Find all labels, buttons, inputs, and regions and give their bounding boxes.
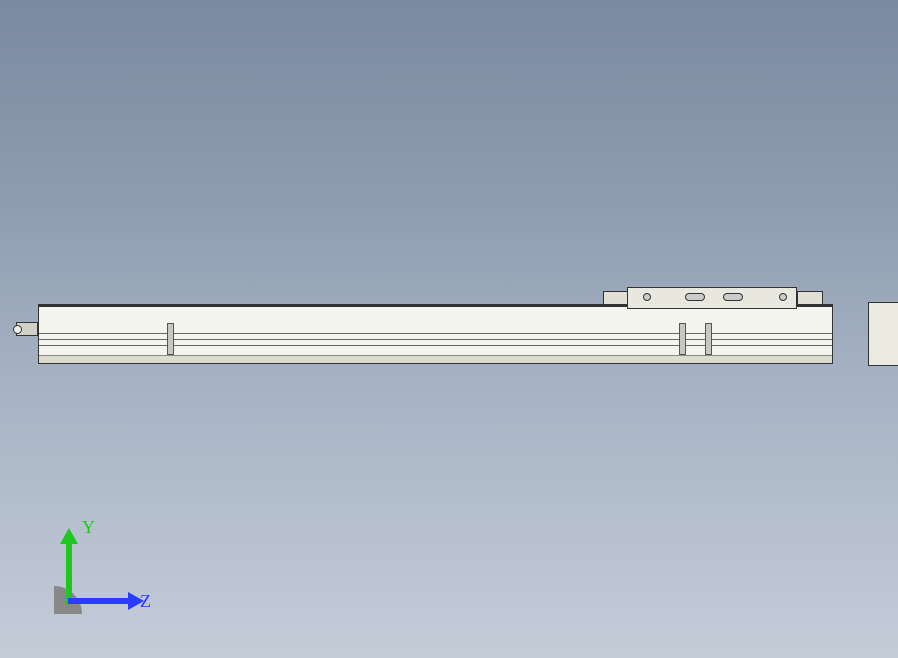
carriage-hole-icon — [779, 293, 787, 301]
carriage-slot-icon — [723, 293, 743, 301]
rail-bracket — [705, 323, 712, 355]
rail-bracket — [167, 323, 174, 355]
carriage-plate — [627, 287, 797, 309]
rail-assembly — [38, 300, 868, 370]
rail-body — [38, 304, 833, 364]
rail-slot — [39, 345, 832, 346]
cad-viewport[interactable]: Y Z — [0, 0, 898, 658]
axis-z-icon — [68, 598, 130, 604]
end-connector-left — [16, 322, 38, 336]
carriage-slot-icon — [685, 293, 705, 301]
rail-slot — [39, 339, 832, 340]
carriage-wing-right — [797, 291, 823, 305]
axis-y-label: Y — [82, 517, 95, 538]
axis-z-label: Z — [140, 591, 151, 612]
rail-bracket — [679, 323, 686, 355]
carriage-hole-icon — [643, 293, 651, 301]
rail-slot — [39, 333, 832, 334]
connector-ring-icon — [13, 325, 22, 334]
axis-y-icon — [66, 542, 72, 604]
view-triad[interactable]: Y Z — [40, 512, 160, 622]
carriage-wing-left — [603, 291, 629, 305]
rail-bottom-band — [39, 355, 832, 363]
end-block-right — [868, 302, 898, 366]
